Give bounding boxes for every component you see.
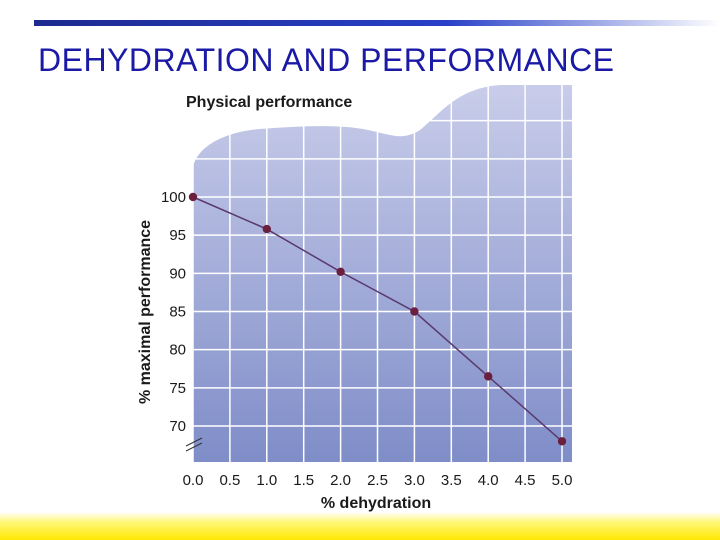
x-tick-label: 3.5 [441,472,462,489]
axis-break-mark [185,442,203,452]
data-point [262,224,271,234]
x-tick-label: 5.0 [552,472,573,489]
x-tick-label: 2.5 [367,472,388,489]
chart-title: Physical performance [186,94,352,111]
x-tick-labels: 0.0 0.5 1.0 1.5 2.0 2.5 3.0 3.5 4.0 4.5 5.0 [183,472,573,489]
axis-break-mark [185,437,203,447]
x-tick-label: 1.0 [256,472,277,489]
data-point [188,192,198,202]
data-point [336,267,345,277]
x-tick-label: 3.0 [404,472,425,489]
y-tick-labels: 100 95 90 85 80 75 70 [161,189,186,435]
y-tick-label: 80 [169,342,186,359]
x-tick-label: 1.5 [293,472,314,489]
y-axis-title: % maximal performance [137,220,154,404]
series-line [192,196,563,442]
x-tick-label: 0.0 [183,472,204,489]
y-tick-label: 100 [161,189,186,206]
chart-grid [192,85,572,465]
y-tick-label: 70 [169,418,186,435]
y-tick-label: 75 [169,380,186,397]
x-tick-label: 2.0 [330,472,351,489]
data-point [484,372,493,381]
x-tick-label: 4.0 [478,472,499,489]
y-tick-label: 95 [169,227,186,244]
y-axis-break [185,437,203,452]
y-tick-label: 85 [169,304,186,321]
footer-gradient-bar [0,512,720,540]
x-axis-title: % dehydration [321,495,431,512]
data-point [410,307,419,316]
title-accent-bar [34,20,720,26]
x-tick-label: 4.5 [515,472,536,489]
slide-title: DEHYDRATION AND PERFORMANCE [38,42,615,78]
x-tick-label: 0.5 [219,472,240,489]
data-points [188,192,567,446]
data-point [557,437,567,446]
y-tick-label: 90 [169,265,186,282]
